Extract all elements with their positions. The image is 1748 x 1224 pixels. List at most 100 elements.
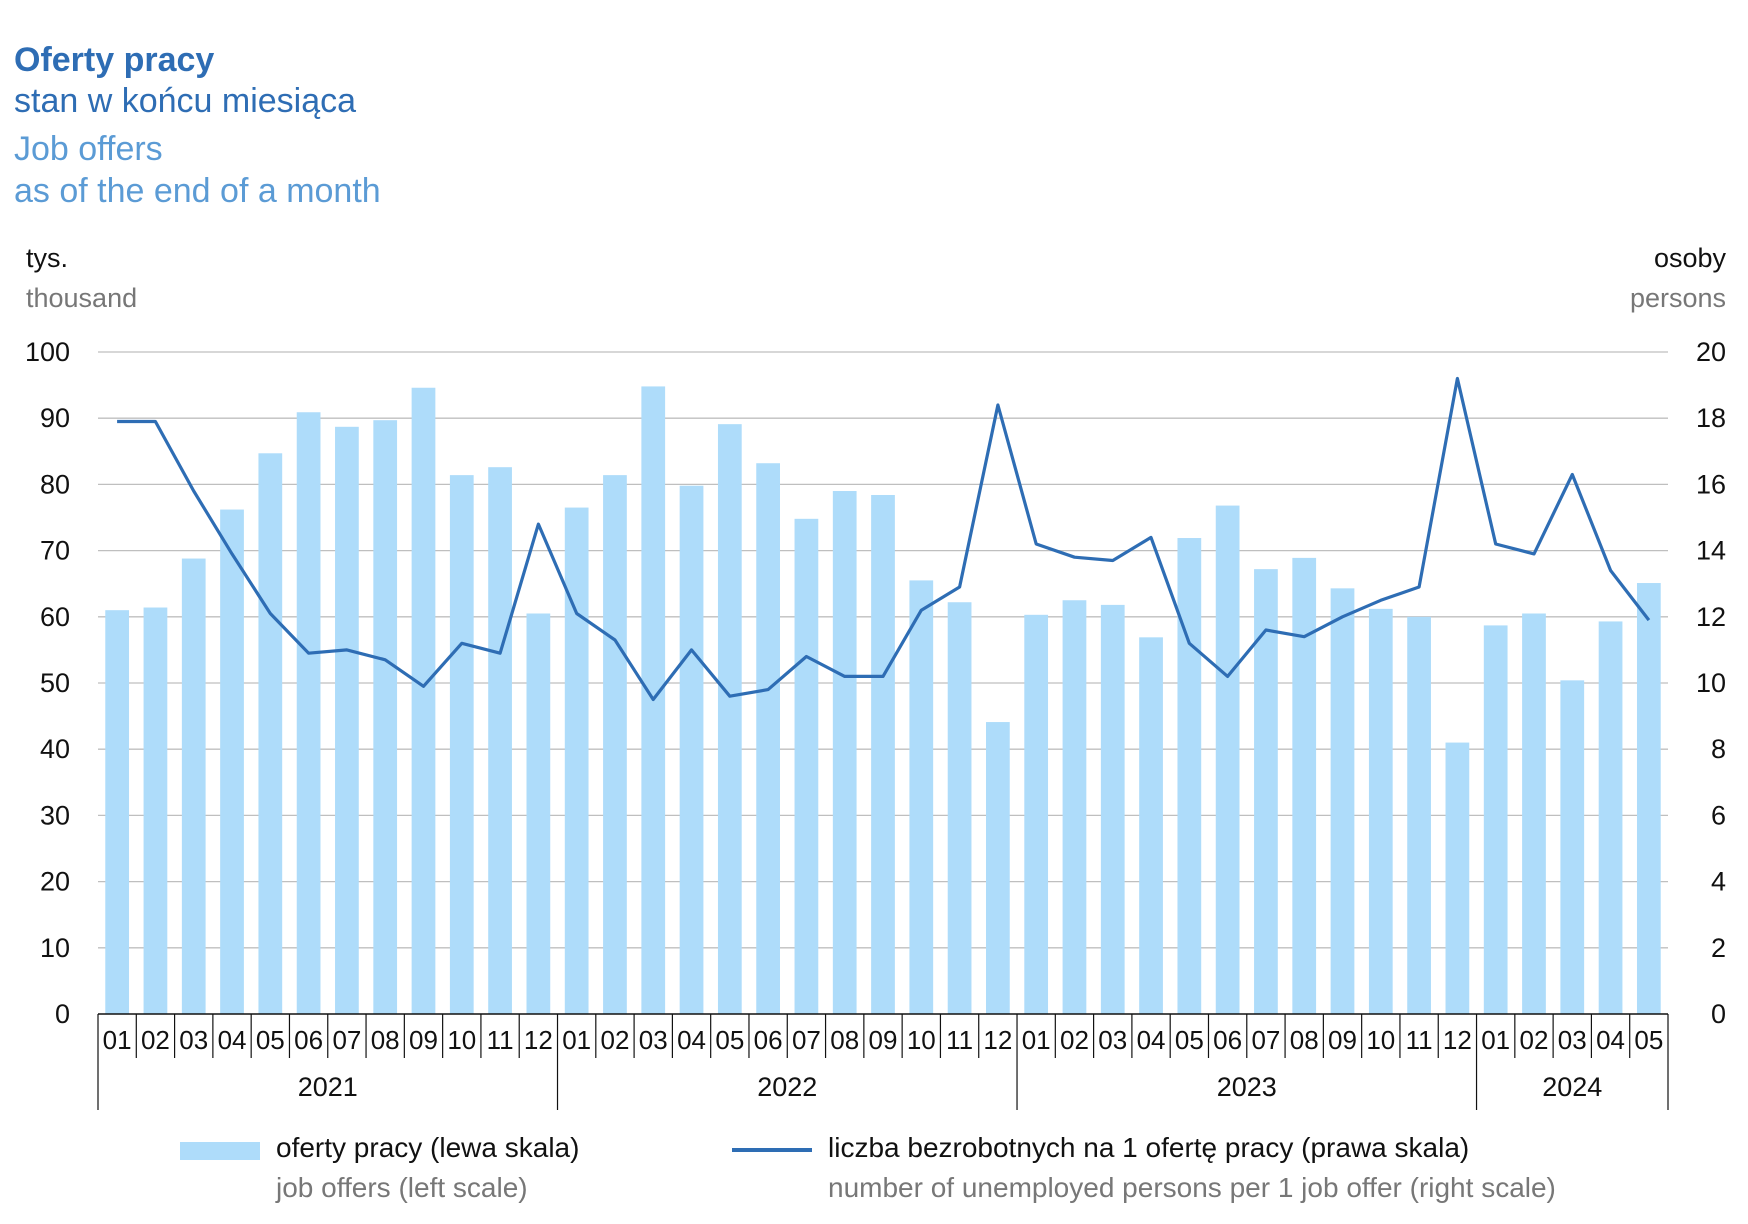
right-y-tick-label: 14 xyxy=(1696,536,1726,566)
month-label: 01 xyxy=(1481,1025,1510,1055)
left-axis-unit: tys. thousand xyxy=(26,238,137,318)
bar xyxy=(411,387,436,1014)
month-label: 02 xyxy=(1060,1025,1089,1055)
bar xyxy=(1445,742,1470,1014)
left-y-tick-label: 10 xyxy=(40,933,70,963)
month-label: 08 xyxy=(371,1025,400,1055)
bar xyxy=(947,602,972,1014)
year-label: 2023 xyxy=(1217,1072,1277,1102)
legend-bar-label-pl: oferty pracy (lewa skala) xyxy=(276,1132,580,1163)
left-y-tick-label: 100 xyxy=(25,337,70,367)
bar xyxy=(181,558,206,1014)
right-y-tick-label: 20 xyxy=(1696,337,1726,367)
bar xyxy=(1139,637,1163,1014)
left-y-tick-label: 90 xyxy=(40,403,70,433)
month-label: 09 xyxy=(869,1025,898,1055)
month-label: 11 xyxy=(946,1025,973,1055)
year-label: 2022 xyxy=(757,1072,817,1102)
legend-line-label-en: number of unemployed persons per 1 job o… xyxy=(828,1172,1556,1203)
month-label: 06 xyxy=(294,1025,323,1055)
month-label: 04 xyxy=(677,1025,706,1055)
left-y-tick-label: 70 xyxy=(40,536,70,566)
month-label: 07 xyxy=(332,1025,361,1055)
month-label: 10 xyxy=(447,1025,476,1055)
chart-subtitle-pl: stan w końcu miesiąca xyxy=(14,82,357,120)
left-y-tick-label: 80 xyxy=(40,469,70,499)
left-y-tick-label: 30 xyxy=(40,800,70,830)
month-label: 12 xyxy=(1443,1025,1472,1055)
bar xyxy=(871,494,895,1014)
bar xyxy=(832,491,857,1014)
bar xyxy=(335,426,359,1014)
left-unit-en: thousand xyxy=(26,283,138,313)
bar xyxy=(794,518,819,1014)
bar xyxy=(1062,600,1087,1014)
right-y-tick-label: 16 xyxy=(1696,469,1726,499)
month-label: 08 xyxy=(830,1025,859,1055)
month-label: 04 xyxy=(218,1025,247,1055)
month-label: 03 xyxy=(1558,1025,1587,1055)
right-y-tick-label: 2 xyxy=(1711,933,1726,963)
left-unit-pl: tys. xyxy=(26,243,69,273)
bar xyxy=(105,610,130,1014)
bar xyxy=(1407,616,1431,1014)
bar xyxy=(1100,604,1125,1014)
bar xyxy=(1636,583,1661,1014)
month-label: 12 xyxy=(983,1025,1012,1055)
bar xyxy=(373,420,398,1014)
bar xyxy=(296,412,321,1014)
right-y-tick-label: 10 xyxy=(1696,668,1726,698)
month-label: 09 xyxy=(1328,1025,1357,1055)
bar xyxy=(143,607,168,1014)
chart-title-block: Oferty pracy stan w końcu miesiąca Job o… xyxy=(14,40,381,212)
right-y-tick-label: 18 xyxy=(1696,403,1726,433)
left-y-tick-label: 0 xyxy=(55,999,70,1029)
chart-subtitle-en: as of the end of a month xyxy=(14,172,381,210)
legend-swatch-bar xyxy=(180,1142,260,1160)
left-y-tick-label: 50 xyxy=(40,668,70,698)
bar xyxy=(1254,569,1278,1014)
right-y-tick-label: 6 xyxy=(1711,800,1726,830)
month-label: 05 xyxy=(1634,1025,1663,1055)
right-unit-pl: osoby xyxy=(1653,243,1726,273)
legend-line-label-pl: liczba bezrobotnych na 1 ofertę pracy (p… xyxy=(828,1132,1470,1163)
month-label: 07 xyxy=(792,1025,821,1055)
right-y-axis: 0 2 4 6 8 10 12 14 16 18 20 xyxy=(1696,337,1726,1029)
right-y-tick-label: 4 xyxy=(1711,867,1726,897)
month-label: 07 xyxy=(1251,1025,1280,1055)
bar xyxy=(1215,505,1240,1014)
month-label: 02 xyxy=(1520,1025,1549,1055)
left-y-axis: 0 10 20 30 40 50 60 70 80 90 100 xyxy=(25,337,70,1029)
bar xyxy=(220,509,244,1014)
month-label: 09 xyxy=(409,1025,438,1055)
right-y-tick-label: 8 xyxy=(1711,734,1726,764)
line-series xyxy=(117,376,1651,702)
bar xyxy=(1483,625,1508,1014)
bar xyxy=(1598,621,1623,1014)
month-label: 03 xyxy=(179,1025,208,1055)
month-label: 02 xyxy=(141,1025,170,1055)
chart-title-en: Job offers xyxy=(14,130,163,168)
bar xyxy=(717,424,742,1015)
bar xyxy=(526,613,551,1014)
month-label: 11 xyxy=(487,1025,514,1055)
right-y-tick-label: 12 xyxy=(1696,602,1726,632)
left-y-tick-label: 60 xyxy=(40,602,70,632)
month-label: 01 xyxy=(1022,1025,1051,1055)
month-label: 03 xyxy=(639,1025,668,1055)
month-label: 12 xyxy=(524,1025,553,1055)
bar xyxy=(603,475,627,1015)
x-axis: 01 02 03 04 05 06 07 08 09 10 11 12 01 02 03 04 05 06 07 08… xyxy=(97,1013,1669,1110)
bar xyxy=(1177,538,1202,1014)
month-label: 11 xyxy=(1406,1025,1433,1055)
month-label: 06 xyxy=(754,1025,783,1055)
right-y-tick-label: 0 xyxy=(1711,999,1726,1029)
right-axis-unit: osoby persons xyxy=(1630,238,1726,318)
bar xyxy=(679,485,704,1014)
bar xyxy=(756,463,780,1014)
month-label: 10 xyxy=(1366,1025,1395,1055)
month-label: 05 xyxy=(256,1025,285,1055)
month-label: 04 xyxy=(1137,1025,1166,1055)
series-line xyxy=(117,376,1651,702)
